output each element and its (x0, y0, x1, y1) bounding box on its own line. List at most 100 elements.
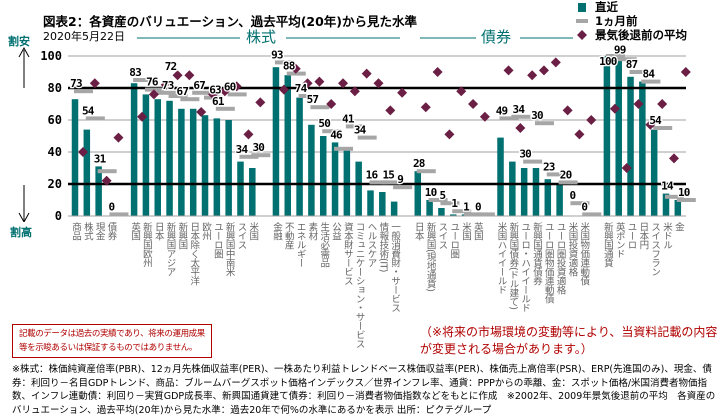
bar-latest (497, 137, 504, 216)
diamond-pre-recession (444, 129, 455, 140)
dash-month-ago (286, 71, 306, 76)
dash-month-ago (534, 121, 554, 126)
bar-latest (355, 161, 362, 216)
dash-month-ago (475, 212, 495, 217)
category-label: 新興国通貨 (601, 222, 613, 267)
diamond-pre-recession (137, 111, 148, 122)
diamond-pre-recession (385, 105, 396, 116)
diamond-pre-recession (314, 76, 325, 87)
data-label: 30 (519, 148, 531, 161)
diamond-pre-recession (503, 65, 514, 76)
expensive-label: 割高 (10, 226, 32, 239)
data-label: 1 (451, 197, 458, 210)
up-arrow-icon (18, 46, 30, 88)
data-label: 0 (570, 189, 576, 202)
category-label: ユーロ圏 (211, 222, 223, 258)
data-label: 57 (307, 93, 319, 106)
category-label: 英国 (129, 222, 141, 240)
data-label: 83 (129, 66, 141, 79)
data-label: 30 (531, 109, 543, 122)
category-label: 資本財サービス (341, 222, 353, 285)
dash-month-ago (570, 201, 590, 206)
dash-swatch-icon (576, 19, 588, 23)
bar-latest (213, 118, 221, 216)
dash-month-ago (464, 212, 484, 217)
category-label: ユーロ・ハイイールド (519, 222, 531, 312)
category-label: 素材 (306, 222, 318, 240)
diamond-pre-recession (184, 70, 195, 81)
data-label: 5 (440, 189, 446, 202)
bar-latest (249, 168, 256, 216)
y-tick-label: 20 (48, 177, 62, 191)
category-label: 米国投資適格 (566, 222, 578, 276)
dash-month-ago (546, 172, 566, 177)
data-label: 50 (318, 117, 330, 130)
dash-month-ago (357, 135, 377, 140)
category-label: コミュニケーション・サービス (353, 222, 365, 348)
bar-latest (71, 99, 79, 216)
dash-month-ago (440, 201, 460, 206)
category-label: 公益 (330, 222, 342, 240)
dash-month-ago (168, 94, 188, 98)
bar-latest (662, 193, 670, 216)
data-label: 67 (193, 79, 205, 92)
diamond-pre-recession (148, 89, 159, 100)
dash-month-ago (511, 114, 531, 119)
data-label: 76 (146, 76, 159, 89)
bar-latest (296, 97, 303, 216)
category-label: 日本円 (637, 222, 649, 249)
dash-month-ago (523, 159, 543, 164)
diamond-pre-recession (113, 132, 124, 143)
diamond-pre-recession (338, 78, 349, 89)
y-tick-label: 80 (48, 81, 62, 95)
dash-month-ago (156, 90, 176, 95)
data-label: 30 (252, 141, 264, 154)
chart-title: 図表2：各資産のバリュエーション、過去平均(20年)から見た水準 (43, 14, 418, 29)
category-label: 不動産 (282, 222, 294, 249)
dash-month-ago (416, 169, 436, 174)
category-label: 現金 (93, 222, 105, 240)
dash-month-ago (617, 57, 637, 62)
diamond-pre-recession (231, 81, 242, 92)
legend: 直近 1ヵ月前 景気後退前の平均 (575, 0, 687, 42)
data-label: 46 (330, 128, 343, 141)
bar-latest (178, 108, 185, 216)
category-label: 生活必需品 (318, 222, 330, 267)
dash-month-ago (227, 92, 247, 97)
bar-latest (650, 129, 658, 216)
cheap-label: 割安 (8, 35, 30, 48)
bar-latest (627, 76, 634, 216)
category-label: 米国 (247, 222, 259, 240)
bar-latest (154, 99, 161, 216)
category-label: 新興国通貨債券 (530, 222, 542, 285)
warning-note: （※将来の市場環境の変動等により、当資料記載の内容が変更される場合があります。） (420, 325, 718, 356)
chart-date: 2020年5月22日 (43, 30, 125, 43)
diamond-pre-recession (101, 175, 112, 186)
dash-month-ago (215, 106, 235, 111)
category-label: 新興国債券(ドル建て) (507, 222, 519, 310)
legend-latest: 直近 (575, 0, 687, 14)
dash-month-ago (85, 116, 105, 121)
data-label: 1 (463, 200, 470, 213)
bar-latest (532, 168, 540, 216)
data-label: 49 (496, 104, 508, 117)
bar-latest (284, 75, 292, 216)
category-label: 金 (672, 222, 684, 231)
disclaimer-box: 記載のデータは過去の実績であり、将来の運用成果等を示唆あるいは保証するものではあ… (12, 324, 212, 358)
diamond-pre-recession (196, 107, 207, 117)
bar-latest (520, 168, 528, 216)
dash-month-ago (133, 78, 153, 82)
section-stocks: 株式 (246, 28, 277, 46)
diamond-pre-recession (373, 78, 384, 89)
dash-month-ago (334, 146, 354, 151)
data-label: 0 (475, 200, 481, 213)
category-label: 新興国欧州 (140, 222, 152, 267)
data-label: 0 (109, 200, 115, 213)
data-label: 34 (513, 103, 526, 116)
data-label: 20 (560, 168, 572, 181)
category-label: 新興国 (176, 222, 188, 249)
dash-month-ago (239, 154, 259, 159)
category-label: エネルギー (294, 222, 306, 267)
data-label: 10 (425, 186, 437, 199)
category-label: 日本除く太平洋 (188, 222, 200, 285)
